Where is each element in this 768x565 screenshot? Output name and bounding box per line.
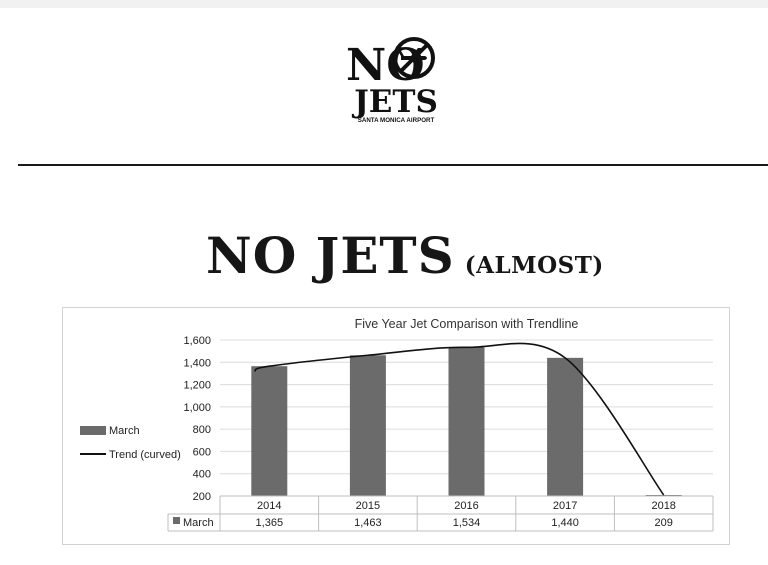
- chart-title: Five Year Jet Comparison with Trendline: [355, 317, 579, 331]
- jet-comparison-chart: Five Year Jet Comparison with Trendline 2…: [80, 317, 714, 532]
- y-tick-label: 1,000: [183, 402, 211, 414]
- y-tick-label: 1,200: [183, 380, 211, 392]
- y-tick-label: 600: [193, 446, 211, 458]
- table-value: 1,365: [256, 517, 284, 529]
- bar-2014: [251, 366, 288, 496]
- chart-panel: Five Year Jet Comparison with Trendline 2…: [62, 307, 730, 545]
- legend-label-march: March: [109, 425, 140, 437]
- table-value: 1,440: [551, 517, 579, 529]
- x-tick-label: 2017: [553, 500, 577, 512]
- table-value: 1,534: [453, 517, 481, 529]
- page-headline: NO JETS (ALMOST): [206, 228, 604, 294]
- bar-2018: [645, 494, 682, 496]
- y-tick-label: 400: [193, 469, 211, 481]
- no-jets-logo: NO JETS SANTA MONICA AIRPORT: [344, 36, 448, 126]
- y-tick-label: 200: [193, 491, 211, 503]
- y-tick-label: 1,400: [183, 357, 211, 369]
- legend-label-trend: Trend (curved): [109, 449, 181, 461]
- y-tick-label: 800: [193, 424, 211, 436]
- y-tick-label: 1,600: [183, 335, 211, 347]
- x-tick-label: 2016: [454, 500, 478, 512]
- headline-main: NO JETS: [206, 226, 455, 285]
- table-series-swatch: [173, 517, 180, 524]
- logo-line1: NO: [346, 40, 425, 91]
- trendline-curve: [254, 342, 665, 496]
- headline-sub: (ALMOST): [464, 252, 604, 279]
- bar-2015: [349, 355, 386, 496]
- x-tick-label: 2014: [257, 500, 281, 512]
- x-tick-label: 2015: [356, 500, 380, 512]
- legend-swatch-march: [80, 426, 106, 435]
- no-jet-icon: [393, 37, 435, 79]
- table-value: 1,463: [354, 517, 382, 529]
- top-band: [0, 0, 768, 8]
- logo-line2: JETS: [351, 84, 438, 120]
- table-value: 209: [655, 517, 673, 529]
- bar-2017: [547, 357, 584, 496]
- divider-rule: [18, 164, 768, 166]
- logo-caption: SANTA MONICA AIRPORT: [358, 117, 435, 124]
- table-series-label: March: [183, 517, 214, 529]
- bar-2016: [448, 347, 485, 496]
- x-tick-label: 2018: [651, 500, 675, 512]
